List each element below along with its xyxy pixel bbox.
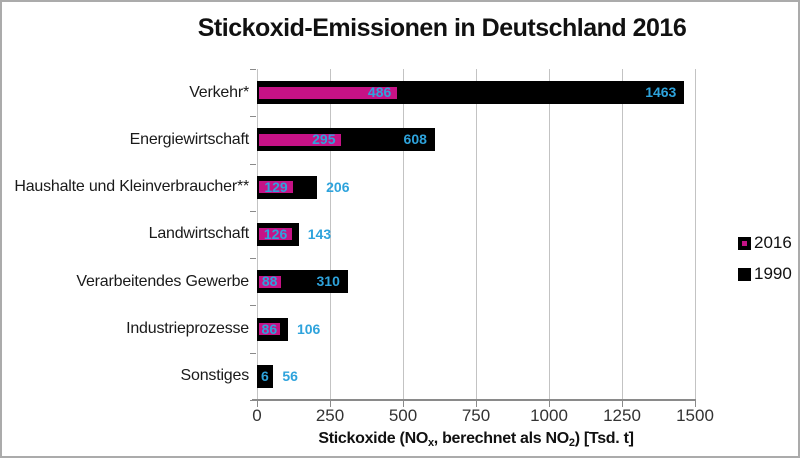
bar-row: 88 310: [257, 258, 695, 305]
x-axis-tick: [330, 401, 331, 407]
x-axis-tick-label: 250: [315, 406, 345, 425]
y-axis-tick: [250, 352, 256, 354]
category-label: Sonstiges: [180, 367, 250, 385]
value-label-2016: 6: [261, 367, 269, 384]
x-axis-tick: [549, 401, 550, 407]
x-axis-tick-label: 0: [252, 406, 262, 425]
value-label-2016: 129: [264, 178, 288, 195]
bar-2016: [257, 368, 261, 385]
value-label-2016: 86: [261, 320, 278, 337]
value-label-1990: 608: [403, 131, 427, 148]
bar-2016: [257, 226, 294, 243]
gridline: [622, 69, 623, 400]
value-label-2016: 295: [312, 131, 336, 148]
gridline: [549, 69, 550, 400]
legend-label: 2016: [754, 233, 792, 252]
x-axis-title: Stickoxide (NOx, berechnet als NO2) [Tsd…: [257, 430, 695, 449]
x-axis-title-subscript: x: [427, 437, 434, 449]
bar-row: 129 206: [257, 164, 695, 211]
gridline: [695, 69, 696, 400]
x-axis-tick-label: 1500: [676, 406, 714, 425]
x-axis-tick-label: 1250: [603, 406, 641, 425]
value-label-1990: 143: [307, 225, 332, 242]
x-axis-tick: [403, 401, 404, 407]
x-axis-tick-label: 750: [461, 406, 491, 425]
bar-row: 295 608: [257, 116, 695, 163]
x-axis-tick-label: 500: [388, 406, 418, 425]
legend-swatch-2016: [738, 236, 751, 250]
category-label: Haushalte und Kleinverbraucher**: [14, 178, 249, 196]
gridline: [330, 69, 331, 400]
plot-area: 486 1463 295 608 129 206 126 143 88 310 86 106 6 56: [257, 69, 696, 400]
chart-title: Stickoxid-Emissionen in Deutschland 2016: [197, 14, 687, 42]
category-label: Verarbeitendes Gewerbe: [76, 272, 249, 290]
bar-2016: [257, 273, 283, 290]
value-label-1990: 206: [326, 178, 350, 195]
bar-2016: [257, 84, 399, 101]
category-label: Landwirtschaft: [148, 225, 250, 243]
value-label-1990: 1463: [645, 84, 677, 101]
category-label: Energiewirtschaft: [129, 130, 250, 148]
y-axis-tick: [250, 116, 256, 118]
x-axis-title-text: , berechnet als NO: [433, 430, 569, 447]
category-label: Industrieprozesse: [126, 320, 249, 338]
x-axis-title-text: ) [Tsd. t]: [574, 430, 634, 447]
legend: 2016 1990: [738, 233, 792, 295]
legend-item: 2016: [738, 233, 792, 253]
x-axis-tick: [622, 401, 623, 407]
legend-item: 1990: [738, 264, 792, 284]
bar-1990: [257, 364, 274, 388]
x-axis-title-text: Stickoxide (NO: [318, 430, 428, 447]
y-axis-tick: [250, 163, 256, 165]
y-axis-tick: [250, 305, 256, 307]
y-axis-tick: [250, 69, 256, 70]
value-label-2016: 486: [367, 84, 392, 101]
category-label: Verkehr*: [189, 83, 249, 101]
legend-swatch-1990: [738, 267, 751, 281]
bar-2016: [257, 321, 283, 338]
y-axis-tick: [250, 258, 256, 260]
bar-2016: [257, 131, 344, 148]
bar-row: 86 106: [257, 305, 695, 352]
gridline: [403, 69, 404, 400]
bar-row: 126 143: [257, 211, 695, 258]
x-axis-tick: [257, 401, 258, 407]
x-axis-tick: [476, 401, 477, 407]
x-axis-title-subscript: 2: [568, 437, 575, 449]
value-label-1990: 56: [282, 367, 298, 384]
x-axis-tick: [695, 401, 696, 407]
x-axis-tick-label: 1000: [530, 406, 568, 425]
value-label-2016: 88: [261, 273, 278, 290]
y-axis-tick: [250, 400, 256, 401]
value-label-1990: 106: [296, 320, 321, 337]
gridline: [476, 69, 477, 400]
y-axis-tick: [250, 210, 256, 212]
bar-2016: [257, 179, 295, 196]
legend-label: 1990: [754, 264, 792, 283]
value-label-2016: 126: [263, 225, 288, 242]
x-axis-line: [252, 399, 696, 401]
value-label-1990: 310: [316, 273, 340, 290]
bar-row: 6 56: [257, 353, 695, 400]
bar-row: 486 1463: [257, 69, 695, 116]
